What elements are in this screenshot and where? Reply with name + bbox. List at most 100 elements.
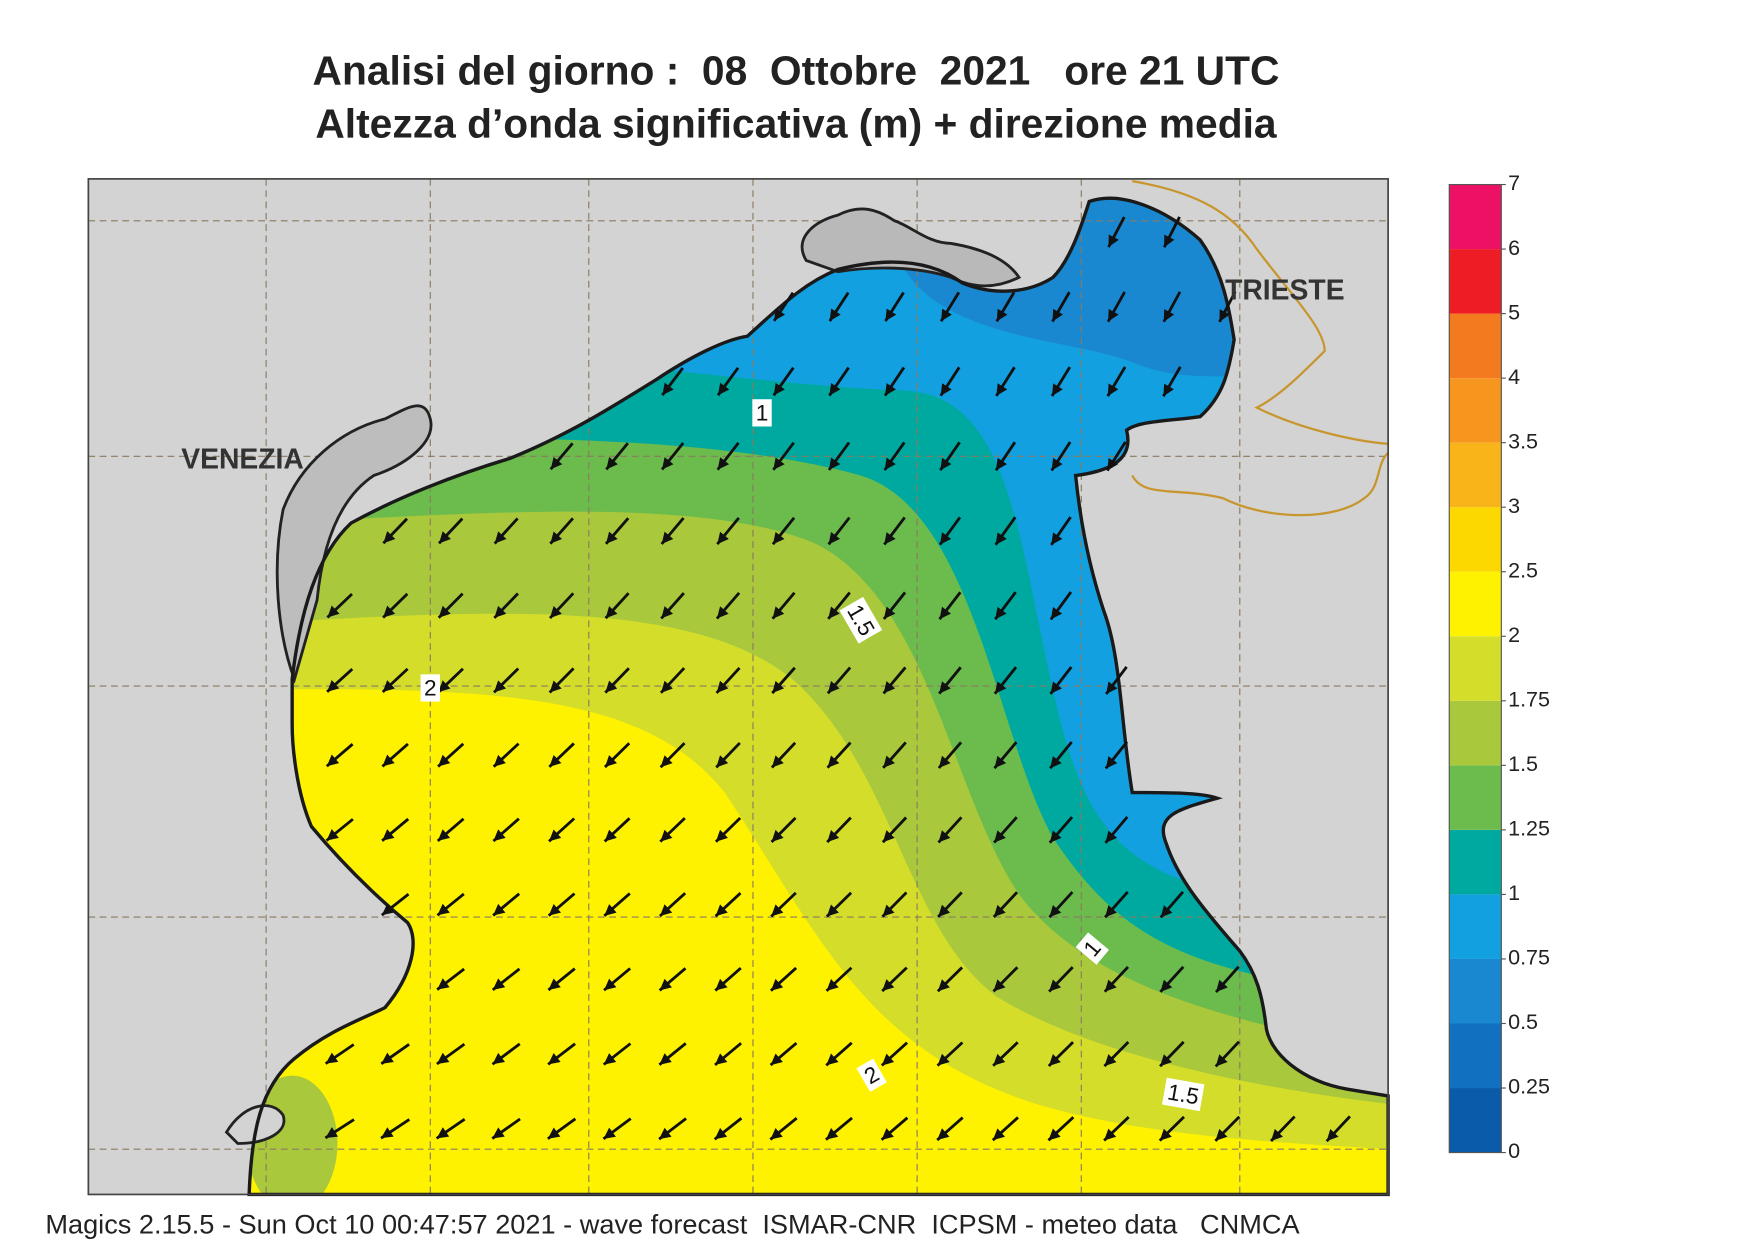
arrow-head	[884, 457, 896, 471]
arrow-head	[716, 755, 729, 768]
contour-label: 1	[752, 399, 772, 427]
arrow-head	[661, 531, 674, 544]
colorbar-tick-label: 2	[1508, 623, 1520, 647]
arrow-head	[604, 978, 617, 991]
colorbar-band	[1449, 184, 1502, 250]
arrow-head	[938, 904, 951, 917]
arrow-head	[883, 606, 896, 619]
colorbar-band	[1449, 249, 1502, 314]
colorbar-tick-label: 7	[1508, 171, 1520, 195]
colorbar-tick-label: 0.75	[1508, 946, 1550, 970]
arrow-head	[1048, 1128, 1061, 1141]
arrow-head	[996, 383, 1008, 396]
arrow-head	[771, 755, 784, 768]
arrow-head	[606, 457, 618, 470]
arrow-head	[437, 978, 450, 990]
map-frame	[87, 178, 1389, 1196]
arrow-head	[717, 457, 730, 470]
contour-label-text: 2	[424, 675, 437, 700]
contour-label-text: 1	[756, 400, 769, 425]
arrow-head	[493, 754, 506, 767]
arrow-head	[550, 531, 563, 544]
colorbar-band	[1449, 765, 1502, 830]
arrow-head	[826, 1053, 839, 1066]
arrow-head	[770, 978, 784, 991]
arrow-head	[1049, 979, 1062, 992]
arrow-head	[1052, 383, 1063, 397]
arrow-head	[1049, 830, 1062, 843]
arrow-head	[383, 605, 396, 618]
colorbar-band	[1449, 894, 1502, 959]
arrow-head	[883, 681, 896, 694]
arrow-head	[829, 382, 841, 396]
colorbar-frame	[1448, 183, 1502, 1154]
arrow-head	[661, 606, 674, 619]
arrow-head	[605, 531, 618, 544]
colorbar-band	[1449, 313, 1502, 379]
footer: Magics 2.15.5 - Sun Oct 10 00:47:57 2021…	[45, 1208, 1300, 1239]
arrow-head	[715, 978, 728, 991]
arrow-head	[382, 680, 395, 692]
arrow-head	[549, 605, 562, 619]
arrow-head	[326, 754, 340, 767]
arrow-head	[549, 680, 562, 693]
arrow-head	[884, 532, 896, 545]
arrow-head	[829, 308, 841, 322]
arrow-head	[827, 830, 840, 843]
arrow-head	[1105, 905, 1117, 918]
arrow-head	[715, 904, 728, 917]
arrow-head	[1215, 1128, 1228, 1141]
colorbar-tick-label: 1.25	[1508, 817, 1550, 841]
colorbar-band	[1449, 507, 1502, 572]
arrow-head	[714, 1127, 728, 1140]
arrow-head	[382, 829, 395, 841]
arrow-head	[716, 606, 729, 619]
arrow-head	[772, 680, 784, 694]
place-label: VENEZIA	[181, 442, 304, 474]
border	[1131, 180, 1389, 517]
arrow-head	[494, 680, 507, 693]
arrow-head	[661, 457, 674, 470]
arrow-head	[941, 308, 952, 322]
colorbar-tick-label: 4	[1508, 365, 1520, 389]
contour-label-box	[839, 596, 883, 644]
colorbar-tick-label: 1.75	[1508, 688, 1550, 712]
arrow-head	[1051, 457, 1063, 471]
arrow-head	[1107, 383, 1119, 397]
arrow-head	[1108, 234, 1119, 248]
contour-label: 1.5	[1162, 1077, 1205, 1112]
arrow-head	[1106, 681, 1118, 695]
arrow-head	[937, 1053, 950, 1066]
arrow-head	[1326, 1129, 1339, 1142]
arrow-head	[1164, 234, 1175, 248]
island	[224, 1104, 286, 1145]
contour-label-box	[1075, 932, 1109, 965]
arrow-head	[327, 605, 340, 618]
arrow-head	[994, 681, 1007, 694]
arrow-head	[993, 1053, 1006, 1066]
arrow-head	[826, 904, 839, 917]
arrow-head	[604, 904, 617, 916]
arrow-head	[548, 978, 561, 991]
arrow-head	[493, 829, 506, 842]
arrow-head	[1216, 979, 1228, 993]
arrow-head	[994, 755, 1007, 769]
arrow-head	[993, 979, 1006, 992]
arrow-head	[996, 308, 1008, 322]
arrow-head	[494, 605, 507, 618]
arrow-head	[827, 755, 840, 768]
arrow-head	[995, 606, 1007, 620]
arrow-head	[494, 531, 507, 544]
arrow-head	[885, 308, 897, 322]
arrow-head	[1159, 1128, 1172, 1141]
arrow-head	[437, 829, 451, 841]
contour-label-box	[1162, 1077, 1205, 1112]
arrow-head	[938, 755, 951, 769]
arrow-head	[439, 531, 451, 544]
arrow-head	[548, 1053, 561, 1065]
contour-label: 2	[856, 1058, 887, 1092]
colorbar-band	[1449, 442, 1502, 508]
arrow-head	[828, 606, 840, 619]
arrow-head	[381, 1127, 394, 1139]
arrow-head	[1104, 979, 1117, 992]
